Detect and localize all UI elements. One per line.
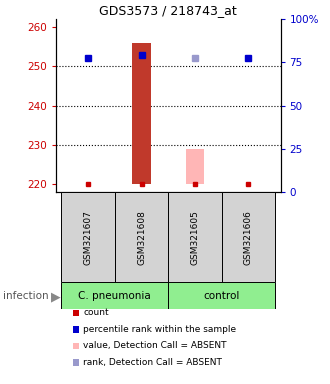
- Bar: [61, 282, 168, 309]
- Text: GSM321605: GSM321605: [190, 210, 200, 265]
- Bar: [222, 192, 275, 282]
- Bar: [61, 192, 115, 282]
- Text: GSM321607: GSM321607: [84, 210, 93, 265]
- Bar: [168, 282, 275, 309]
- Text: C. pneumonia: C. pneumonia: [79, 291, 151, 301]
- Text: control: control: [204, 291, 240, 301]
- Bar: [168, 192, 222, 282]
- Text: ▶: ▶: [51, 290, 61, 303]
- Bar: [186, 149, 204, 184]
- Text: rank, Detection Call = ABSENT: rank, Detection Call = ABSENT: [83, 358, 222, 367]
- Title: GDS3573 / 218743_at: GDS3573 / 218743_at: [99, 3, 237, 17]
- Text: count: count: [83, 308, 109, 318]
- Text: GSM321606: GSM321606: [244, 210, 253, 265]
- Bar: [115, 192, 168, 282]
- Text: GSM321608: GSM321608: [137, 210, 146, 265]
- Text: percentile rank within the sample: percentile rank within the sample: [83, 325, 237, 334]
- Bar: [132, 43, 151, 184]
- Text: infection: infection: [3, 291, 49, 301]
- Text: value, Detection Call = ABSENT: value, Detection Call = ABSENT: [83, 341, 227, 351]
